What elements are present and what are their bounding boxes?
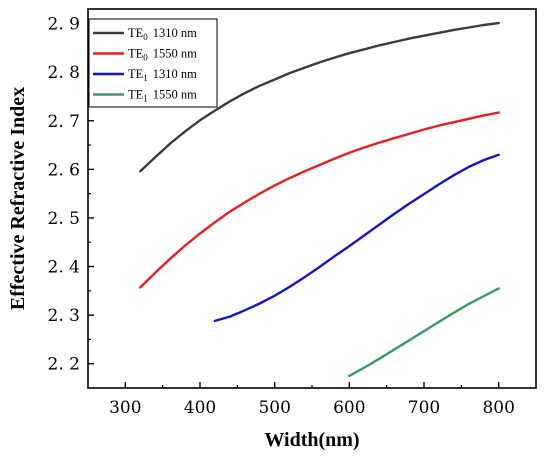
y-tick-label: 2. 6 bbox=[48, 160, 80, 180]
y-tick-label: 2. 8 bbox=[48, 63, 80, 83]
y-tick-label: 2. 2 bbox=[48, 355, 80, 375]
y-axis-title: Effective Refractive Index bbox=[7, 87, 29, 310]
legend-label-3: TE1 1310 nm bbox=[128, 67, 197, 83]
x-tick-label: 400 bbox=[184, 398, 216, 418]
legend-label-2: TE0 1550 nm bbox=[128, 47, 197, 63]
y-tick-label: 2. 4 bbox=[48, 258, 80, 278]
series-line-4 bbox=[348, 287, 500, 378]
axes-layer: 300 400 500 600 700 800 2. 2 2. 3 2. 4 2. 5 2. 6 2.… bbox=[48, 8, 537, 418]
series-line-1 bbox=[139, 21, 500, 173]
x-tick-label: 300 bbox=[109, 398, 141, 418]
y-tick-label: 2. 5 bbox=[48, 209, 80, 229]
x-tick-label: 800 bbox=[482, 398, 514, 418]
x-tick-label: 700 bbox=[408, 398, 440, 418]
y-tick-label: 2. 7 bbox=[48, 112, 80, 132]
x-tick-label: 600 bbox=[333, 398, 365, 418]
x-tick-label: 500 bbox=[258, 398, 290, 418]
series-line-2 bbox=[139, 111, 500, 289]
legend-label-4: TE1 1550 nm bbox=[128, 88, 197, 104]
y-tick-label: 2. 9 bbox=[48, 15, 80, 35]
series-line-3 bbox=[213, 153, 500, 323]
x-axis-title: Width(nm) bbox=[264, 429, 359, 451]
legend: TE0 1310 nm TE0 1550 nm TE1 1310 nm TE1 1550 nm bbox=[88, 18, 218, 108]
series-layer bbox=[139, 21, 500, 378]
y-tick-label: 2. 3 bbox=[48, 306, 80, 326]
legend-label-1: TE0 1310 nm bbox=[128, 26, 197, 42]
